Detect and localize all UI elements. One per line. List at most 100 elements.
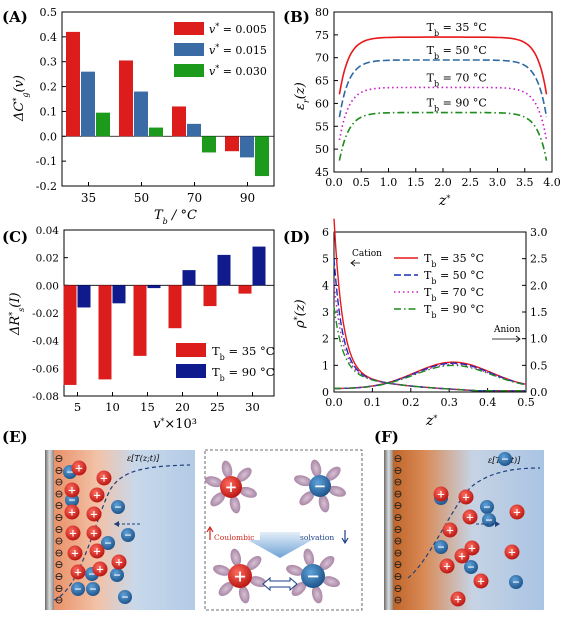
plus-sign: +	[74, 566, 82, 578]
minus-sign: −	[437, 542, 445, 553]
legend-swatch	[174, 43, 204, 56]
plus-sign: +	[466, 511, 474, 523]
x-tick-label: 2.5	[462, 176, 480, 189]
bar	[133, 285, 147, 356]
solvated-ions: + − + −	[205, 459, 346, 604]
permittivity-curve-e	[53, 464, 191, 601]
y-tick-label: 0.0	[40, 130, 58, 143]
electrode-charge: ⊖	[54, 535, 63, 548]
annotation-cation: Cation	[352, 249, 382, 259]
plus-sign: +	[468, 542, 476, 554]
solvation-arrow	[341, 530, 349, 545]
electrode-charges-e: ⊖⊖⊖⊖⊖⊖⊖⊖⊖⊖⊖⊖⊖	[54, 452, 63, 607]
anion	[480, 500, 494, 514]
solvation-schematic: + − + − Coulombic solvation	[204, 449, 363, 611]
electrode-charge: ⊖	[54, 570, 63, 583]
electrode-charge: ⊖	[393, 535, 402, 548]
y-tick-label: 0.00	[36, 280, 59, 292]
bar	[225, 136, 239, 152]
plus-sign: +	[90, 508, 98, 520]
series-line	[338, 86, 548, 141]
bar	[172, 106, 186, 137]
x-tick-label: 90	[240, 191, 255, 205]
solvent-molecule	[291, 581, 307, 597]
minus-sign: −	[467, 562, 475, 573]
bar	[66, 31, 80, 137]
y-tick-label-right: 2.0	[530, 279, 548, 292]
y-axis-label: ΔC*g(v)	[12, 75, 30, 122]
electrode-charge: ⊖	[54, 499, 63, 512]
minus-sign: −	[512, 577, 520, 588]
bar	[255, 136, 269, 177]
panel-label-f: (F)	[374, 428, 399, 446]
electrode-charge: ⊖	[393, 499, 402, 512]
electrode-charge: ⊖	[54, 546, 63, 559]
plus-sign: +	[454, 593, 462, 605]
chart-a: -0.2 -0.1 0.0 0.1 0.2 0.3 0.4 0.5 35 50 70 90 Tb / °…	[12, 6, 275, 226]
cation	[89, 487, 105, 503]
cation	[442, 522, 458, 538]
y-tick-label-left: 2	[322, 333, 329, 346]
plus-sign: +	[68, 506, 76, 518]
legend-label: Tb = 35 °C	[424, 252, 484, 269]
solvent-molecule	[319, 555, 335, 571]
x-tick-label: 0.0	[325, 396, 343, 409]
legend-label: Tb = 70 °C	[424, 286, 484, 303]
y-tick-label: -0.04	[32, 336, 59, 348]
x-tick-label: 3.0	[489, 176, 507, 189]
x-tick-label: 0.0	[325, 176, 343, 189]
cation	[111, 554, 127, 570]
x-tick-label: 30	[245, 400, 260, 414]
anion	[434, 540, 448, 554]
electrode-e	[45, 450, 54, 610]
y-tick-label: 0.1	[40, 105, 58, 118]
electrode-charge: ⊖	[54, 452, 63, 465]
minus-sign: −	[88, 569, 96, 580]
bar	[63, 285, 77, 385]
cation	[439, 558, 455, 574]
series-line	[338, 59, 548, 118]
electrode-charge: ⊖	[54, 523, 63, 536]
cation	[67, 545, 83, 561]
x-tick-label: 1.5	[407, 176, 425, 189]
cation	[509, 504, 525, 520]
plus-sign: +	[508, 546, 516, 558]
solvent-molecule	[325, 466, 341, 481]
minus-sign: −	[104, 538, 112, 549]
solvent-molecule	[286, 564, 304, 576]
solvent-molecule	[221, 460, 233, 479]
legend-label: v* = 0.005	[209, 22, 267, 37]
anion	[309, 475, 331, 497]
cation	[71, 460, 87, 476]
electrode-charge: ⊖	[54, 511, 63, 524]
electrode-charge: ⊖	[54, 487, 63, 500]
anion	[121, 528, 135, 542]
x-tick-label: 0.1	[364, 396, 382, 409]
y-tick-label-left: 3	[322, 306, 329, 319]
plus-sign: +	[513, 506, 521, 518]
solvent-molecule	[311, 585, 323, 604]
minus-sign: −	[306, 566, 320, 585]
x-axis-label: v*×10³	[153, 417, 197, 433]
bar	[238, 285, 252, 294]
x-axis-label: Tb / °C	[154, 208, 197, 226]
cation	[65, 525, 81, 541]
plus-sign: +	[100, 472, 108, 484]
cation	[454, 548, 470, 564]
series-line	[338, 111, 548, 161]
electrode-charge: ⊖	[54, 464, 63, 477]
x-tick-label: 5	[74, 400, 81, 414]
ions-f: −−−−−−−+++++++++++	[433, 452, 525, 607]
minus-sign: −	[114, 502, 122, 513]
cation	[64, 482, 80, 498]
plus-sign: +	[115, 556, 123, 568]
plus-sign: +	[437, 488, 445, 500]
panel-label-e: (E)	[2, 428, 28, 446]
y-tick-label: 75	[315, 29, 329, 42]
electrode-charge: ⊖	[393, 476, 402, 489]
plus-sign: +	[233, 566, 247, 585]
legend-swatch	[176, 343, 206, 357]
electrode-charge: ⊖	[393, 558, 402, 571]
